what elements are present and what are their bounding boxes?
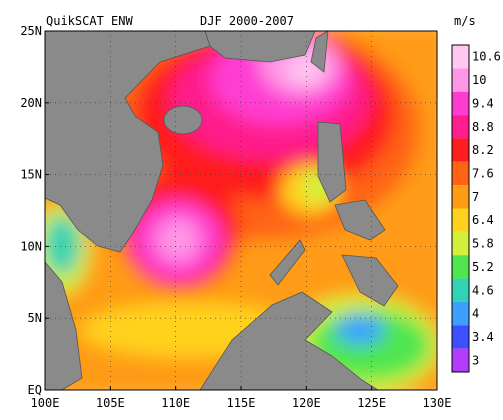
colorbar-label: 10 <box>472 73 486 87</box>
colorbar-label: 7.6 <box>472 166 494 180</box>
land <box>45 31 399 390</box>
colorbar-label: 7 <box>472 190 479 204</box>
colorbar-swatch <box>452 301 469 326</box>
colorbar-label: 3.4 <box>472 330 494 344</box>
colorbar: 10.6 10 9.4 8.8 8.2 7.6 7 6.4 5.8 5.2 4.6 4 3.4 3 <box>451 44 501 373</box>
colorbar-label: 8.2 <box>472 143 494 157</box>
colorbar-label: 6.4 <box>472 213 494 227</box>
colorbar-swatch <box>452 115 469 139</box>
colorbar-swatch <box>452 231 469 256</box>
colorbar-frame <box>451 44 470 373</box>
colorbar-label: 5.8 <box>472 237 494 251</box>
colorbar-swatch <box>452 208 469 232</box>
lon-label: 105E <box>96 396 125 410</box>
lat-label: 25N <box>20 24 42 38</box>
lon-label: 125E <box>357 396 386 410</box>
lon-label: 110E <box>161 396 190 410</box>
colorbar-swatch <box>452 45 469 69</box>
lat-label: 5N <box>28 311 42 325</box>
colorbar-swatch <box>452 91 469 116</box>
lon-label: 130E <box>423 396 452 410</box>
lon-label: 115E <box>227 396 256 410</box>
colorbar-swatch <box>452 68 469 92</box>
period: DJF 2000-2007 <box>200 14 294 28</box>
colorbar-label: 5.2 <box>472 260 494 274</box>
colorbar-label: 8.8 <box>472 120 494 134</box>
colorbar-label: 9.4 <box>472 96 494 110</box>
colorbar-swatch <box>452 255 469 279</box>
lat-label: EQ <box>28 383 42 397</box>
colorbar-swatch <box>452 278 469 302</box>
colorbar-swatch <box>452 348 469 372</box>
title: QuikSCAT ENW <box>46 14 133 28</box>
colorbar-label: 4.6 <box>472 283 494 297</box>
lat-label: 20N <box>20 96 42 110</box>
colorbar-swatch <box>452 185 469 209</box>
lat-label: 10N <box>20 239 42 253</box>
colorbar-label: 4 <box>472 307 479 321</box>
colorbar-swatch <box>452 138 469 162</box>
graticule <box>45 31 437 390</box>
lon-label: 100E <box>31 396 60 410</box>
colorbar-swatch <box>452 325 469 349</box>
lon-label: 120E <box>292 396 321 410</box>
lat-label: 15N <box>20 168 42 182</box>
colorbar-label: 3 <box>472 353 479 367</box>
colorbar-swatch <box>452 161 469 186</box>
colorbar-unit: m/s <box>454 14 476 28</box>
wind-field <box>45 31 437 390</box>
colorbar-label: 10.6 <box>472 50 501 64</box>
